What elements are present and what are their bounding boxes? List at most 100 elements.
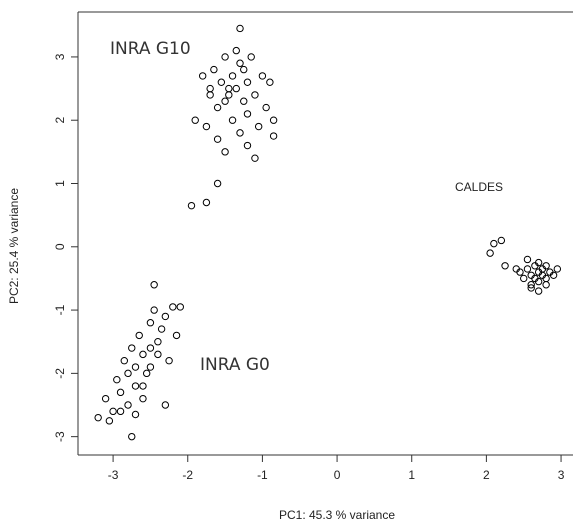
y-tick-label: 3 (53, 53, 67, 60)
point (240, 65, 248, 74)
point (262, 103, 270, 112)
point (165, 357, 173, 365)
x-tick-label: 1 (408, 468, 415, 482)
point (221, 53, 229, 61)
point (172, 331, 181, 340)
point (128, 344, 136, 352)
point (124, 369, 132, 378)
x-tick-label: -1 (257, 468, 268, 482)
point (221, 97, 229, 105)
point (486, 249, 494, 257)
point (520, 274, 528, 283)
point (228, 72, 237, 80)
point (225, 84, 233, 93)
point (232, 84, 240, 93)
point (139, 350, 147, 359)
point (243, 141, 252, 150)
point (157, 325, 166, 333)
point (154, 350, 162, 359)
point (191, 116, 199, 124)
point (142, 369, 151, 378)
point (135, 331, 143, 340)
point (240, 97, 248, 105)
point (243, 110, 252, 118)
point (213, 103, 222, 112)
point (202, 122, 211, 131)
x-axis-title: PC1: 45.3 % variance (279, 508, 395, 522)
point (243, 78, 252, 86)
point (161, 401, 170, 409)
x-tick-label: 2 (483, 468, 490, 482)
point (236, 59, 244, 67)
point (206, 91, 214, 99)
point (146, 319, 155, 327)
cluster-label: INRA G0 (200, 355, 270, 375)
point (116, 407, 125, 416)
y-tick-label: 1 (53, 180, 67, 187)
point (542, 281, 550, 289)
point (146, 344, 155, 352)
point (139, 394, 147, 403)
point (534, 258, 543, 267)
point (139, 382, 147, 390)
cluster-label: INRA G10 (110, 39, 191, 59)
point (213, 179, 222, 188)
point (232, 46, 240, 55)
point (534, 287, 543, 295)
point (523, 255, 532, 264)
point (116, 388, 125, 397)
x-tick-label: 0 (334, 468, 341, 482)
point (120, 357, 128, 365)
point (169, 303, 177, 311)
point (258, 72, 267, 80)
point (161, 312, 170, 321)
point (150, 281, 158, 289)
point (523, 265, 532, 273)
point (146, 363, 155, 371)
cluster-label: CALDES (455, 180, 503, 194)
point (124, 401, 132, 409)
point (527, 281, 535, 289)
point (251, 154, 259, 162)
point (497, 236, 506, 245)
y-tick-label: -3 (53, 431, 67, 442)
point (210, 65, 218, 74)
y-tick-label: 0 (53, 243, 67, 250)
point (176, 303, 184, 311)
point (105, 417, 114, 425)
point (490, 239, 498, 248)
point (251, 91, 259, 99)
point (202, 198, 211, 207)
point (269, 116, 278, 124)
point (113, 375, 121, 384)
point (206, 84, 214, 93)
point (534, 277, 543, 286)
point (221, 148, 229, 156)
point (236, 24, 244, 33)
y-tick-label: 2 (53, 117, 67, 124)
point (150, 306, 158, 314)
point (109, 407, 117, 416)
point (101, 394, 110, 403)
point (154, 338, 162, 346)
point (266, 78, 274, 86)
point (228, 116, 237, 124)
y-tick-label: -1 (53, 304, 67, 315)
point (512, 265, 520, 273)
point (198, 72, 207, 80)
x-tick-label: -3 (108, 468, 119, 482)
point (269, 132, 278, 140)
point (247, 53, 255, 61)
y-axis-title: PC2: 25.4 % variance (7, 188, 21, 304)
point (131, 382, 140, 390)
point (131, 363, 140, 371)
point (128, 432, 136, 441)
x-tick-label: -2 (182, 468, 193, 482)
point (542, 262, 550, 270)
point (553, 265, 562, 273)
point (217, 78, 226, 86)
point (254, 122, 263, 131)
x-tick-label: 3 (558, 468, 565, 482)
point (94, 413, 102, 422)
